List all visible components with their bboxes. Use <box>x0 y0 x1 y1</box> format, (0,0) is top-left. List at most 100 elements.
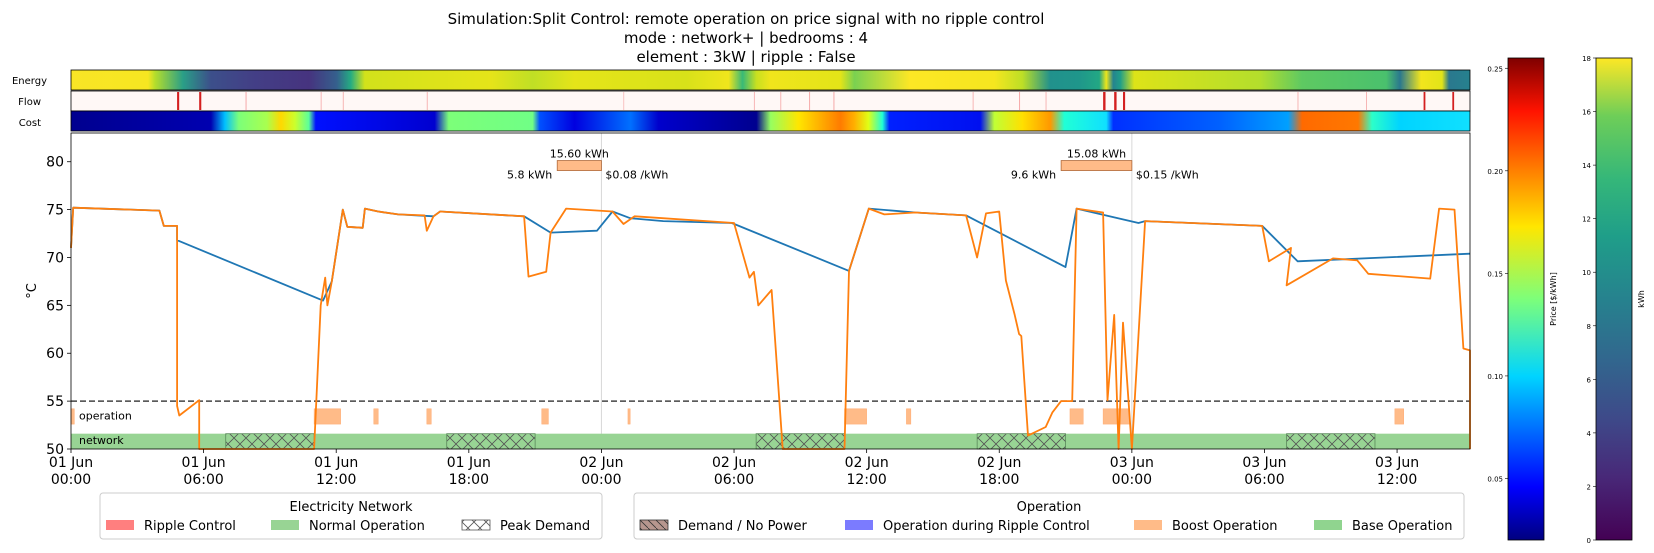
flow-strip: Flow <box>18 90 1471 112</box>
flow-mark-13 <box>1045 92 1047 110</box>
boost-operation-band-9 <box>1394 408 1404 425</box>
network-band-label: network <box>79 434 124 447</box>
boost-operation-band-1 <box>373 408 379 425</box>
flow-mark-7 <box>753 92 755 110</box>
x-tick-label-line: 02 Jun <box>845 455 889 471</box>
cost-heatmap <box>70 110 1471 132</box>
y-tick-label-60: 60 <box>46 346 64 362</box>
price-colorbar-tick-label-0: 0.05 <box>1487 475 1503 483</box>
boost-operation-band-4 <box>627 408 631 425</box>
energy-colorbar-tick-label-6: 12 <box>1582 216 1591 224</box>
legend-swatch-operation-ripple <box>845 520 873 530</box>
flow-mark-5 <box>426 92 428 110</box>
legend-swatch-ripple-control <box>106 520 134 530</box>
x-tick-label-line: 06:00 <box>1244 472 1284 488</box>
y-tick-label-80: 80 <box>46 155 64 171</box>
annotation-box-1 <box>1060 160 1133 171</box>
energy-colorbar: 0 2 4 6 8 10 12 14 16 18 kWh <box>1582 55 1646 545</box>
cost-strip: Cost <box>19 110 1471 132</box>
x-tick-label-line: 12:00 <box>1377 472 1417 488</box>
x-tick-label-line: 03 Jun <box>1242 455 1286 471</box>
plot-frame <box>70 132 1471 450</box>
flow-mark-2 <box>245 92 247 110</box>
annotation-right-1: $0.15 /kWh <box>1136 169 1199 182</box>
guide-lines <box>600 133 1133 449</box>
flow-strip-label: Flow <box>18 97 41 108</box>
boost-operation-band-7 <box>1069 408 1084 425</box>
price-colorbar-tick-label-1: 0.10 <box>1487 373 1503 381</box>
peak-demand-band-2 <box>755 433 845 450</box>
price-colorbar-tick-label-2: 0.15 <box>1487 270 1503 278</box>
price-colorbar-tick-label-4: 0.25 <box>1487 65 1503 73</box>
x-tick-label-line: 01 Jun <box>49 455 93 471</box>
x-tick-label-line: 03 Jun <box>1110 455 1154 471</box>
x-tick-label-line: 01 Jun <box>447 455 491 471</box>
x-tick-label-7: 02 Jun 18:00 <box>977 455 1021 488</box>
peak-demand-band-3 <box>976 433 1066 450</box>
annotation-right-0: $0.08 /kWh <box>605 169 668 182</box>
energy-colorbar-label: kWh <box>1637 290 1646 308</box>
energy-heatmap <box>70 69 1471 91</box>
operation-band-label: operation <box>79 409 132 422</box>
flow-mark-1 <box>199 92 202 110</box>
x-tick-label-6: 02 Jun 12:00 <box>845 455 889 488</box>
boost-operation-band-2 <box>426 408 432 425</box>
x-tick-label-line: 00:00 <box>581 472 621 488</box>
flow-mark-12 <box>1019 92 1021 110</box>
x-tick-label-line: 18:00 <box>979 472 1019 488</box>
y-tick-label-65: 65 <box>46 298 64 314</box>
x-tick-label-line: 12:00 <box>316 472 356 488</box>
boost-operation-band-10 <box>70 408 75 425</box>
price-colorbar: 0.05 0.10 0.15 0.20 0.25 Price [$/kWh] <box>1487 57 1558 541</box>
y-tick-label-50: 50 <box>46 442 64 458</box>
legend-label-base-operation: Base Operation <box>1352 519 1452 534</box>
y-tick-label-55: 55 <box>46 394 64 410</box>
x-tick-label-5: 02 Jun 06:00 <box>712 455 756 488</box>
x-tick-label-8: 03 Jun 00:00 <box>1110 455 1154 488</box>
title-line-3: element : 3kW | ripple : False <box>636 48 855 66</box>
energy-colorbar-tick-label-0: 0 <box>1587 537 1591 545</box>
price-colorbar-tick-label-3: 0.20 <box>1487 168 1503 176</box>
flow-heatmap <box>70 90 1471 112</box>
legend-label-ripple-control: Ripple Control <box>144 519 236 534</box>
flow-mark-17 <box>1297 92 1299 110</box>
energy-colorbar-tick-label-5: 10 <box>1582 269 1591 277</box>
flow-mark-8 <box>780 92 782 110</box>
energy-colorbar-tick-label-1: 2 <box>1587 483 1591 491</box>
legend-title: Electricity Network <box>290 500 413 515</box>
energy-colorbar-tick-label-2: 4 <box>1587 430 1592 438</box>
energy-colorbar-tick-label-8: 16 <box>1582 109 1591 117</box>
peak-demand-band-1 <box>446 433 536 450</box>
flow-mark-6 <box>623 92 625 110</box>
x-tick-label-line: 01 Jun <box>182 455 226 471</box>
energy-colorbar-ticks: 0 2 4 6 8 10 12 14 16 18 <box>1582 55 1596 545</box>
operation-bands: operation network <box>70 400 1470 450</box>
flow-mark-16 <box>1123 92 1126 110</box>
energy-colorbar-tick-label-3: 6 <box>1587 376 1592 384</box>
annotation-left-1: 9.6 kWh <box>1011 169 1056 182</box>
x-tick-label-line: 02 Jun <box>977 455 1021 471</box>
legend-label-demand-no-power: Demand / No Power <box>678 519 808 534</box>
legend-swatch-demand-no-power-hatch <box>639 519 669 531</box>
main-plot: operation network 15.60 kWh 5.8 kWh $0.08 /… <box>25 132 1471 488</box>
energy-strip-label: Energy <box>12 76 47 87</box>
legend-swatch-base-operation <box>1314 520 1342 530</box>
flow-mark-18 <box>1366 92 1367 110</box>
peak-demand-band-0 <box>225 433 315 450</box>
x-tick-label-4: 02 Jun 00:00 <box>579 455 623 488</box>
annotation-total-0: 15.60 kWh <box>550 148 609 161</box>
energy-colorbar-tick-label-7: 14 <box>1582 162 1591 170</box>
flow-mark-4 <box>342 92 344 110</box>
y-axis: 50 55 60 65 70 75 80 <box>46 155 71 458</box>
price-colorbar-bar <box>1507 57 1545 541</box>
legend-label-boost-operation: Boost Operation <box>1172 519 1278 534</box>
x-tick-label-9: 03 Jun 06:00 <box>1242 455 1286 488</box>
x-tick-label-line: 12:00 <box>846 472 886 488</box>
flow-mark-11 <box>972 92 974 110</box>
price-colorbar-ticks: 0.05 0.10 0.15 0.20 0.25 <box>1487 65 1508 483</box>
y-axis-label: °C <box>25 283 40 299</box>
annotations: 15.60 kWh 5.8 kWh $0.08 /kWh 15.08 kWh 9.6 k… <box>507 148 1199 182</box>
flow-mark-20 <box>1452 92 1455 110</box>
